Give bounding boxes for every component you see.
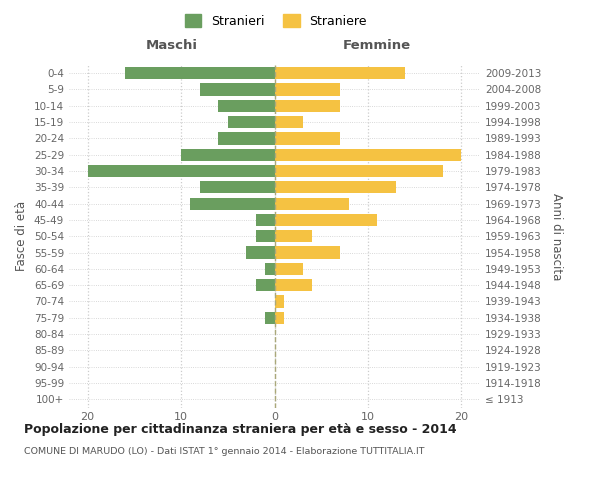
Bar <box>275 181 396 194</box>
Y-axis label: Fasce di età: Fasce di età <box>16 201 28 272</box>
Bar <box>275 165 443 177</box>
Text: Popolazione per cittadinanza straniera per età e sesso - 2014: Popolazione per cittadinanza straniera p… <box>24 422 457 436</box>
Bar <box>218 100 275 112</box>
Bar <box>275 312 284 324</box>
Bar <box>125 67 275 80</box>
Text: COMUNE DI MARUDO (LO) - Dati ISTAT 1° gennaio 2014 - Elaborazione TUTTITALIA.IT: COMUNE DI MARUDO (LO) - Dati ISTAT 1° ge… <box>24 448 425 456</box>
Bar <box>200 181 275 194</box>
Bar <box>228 116 275 128</box>
Bar <box>275 84 340 96</box>
Bar <box>275 246 340 258</box>
Bar <box>275 67 405 80</box>
Bar <box>275 148 461 161</box>
Bar <box>275 100 340 112</box>
Text: Maschi: Maschi <box>146 40 198 52</box>
Bar <box>265 263 275 275</box>
Bar <box>275 132 340 144</box>
Bar <box>88 165 275 177</box>
Bar <box>181 148 275 161</box>
Bar <box>256 230 275 242</box>
Bar <box>275 296 284 308</box>
Bar <box>275 214 377 226</box>
Bar <box>247 246 275 258</box>
Text: Femmine: Femmine <box>343 40 412 52</box>
Bar <box>265 312 275 324</box>
Bar <box>256 214 275 226</box>
Bar <box>275 116 302 128</box>
Bar <box>190 198 275 209</box>
Bar <box>218 132 275 144</box>
Bar <box>275 279 312 291</box>
Bar <box>200 84 275 96</box>
Bar <box>256 279 275 291</box>
Legend: Stranieri, Straniere: Stranieri, Straniere <box>180 8 372 33</box>
Y-axis label: Anni di nascita: Anni di nascita <box>550 192 563 280</box>
Bar <box>275 198 349 209</box>
Bar <box>275 230 312 242</box>
Bar <box>275 263 302 275</box>
